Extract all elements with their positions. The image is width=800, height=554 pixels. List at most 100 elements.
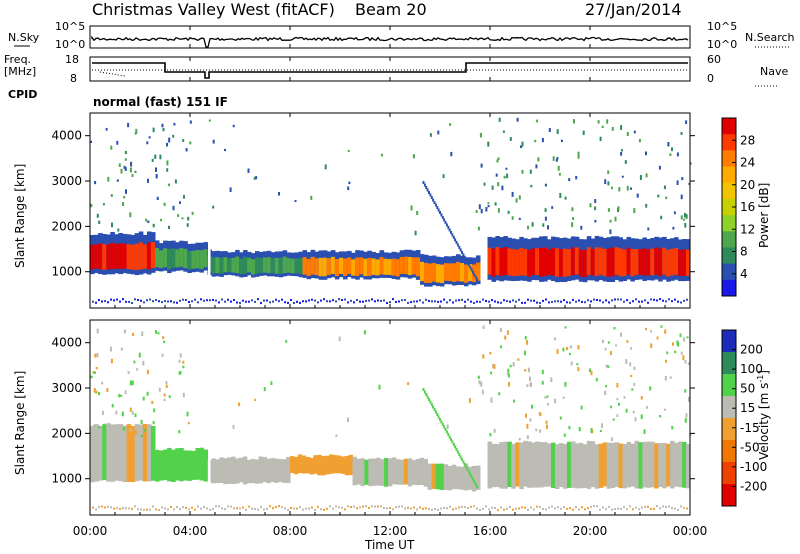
scatter-echo xyxy=(664,375,667,381)
near-range-echo xyxy=(563,506,565,508)
near-range-echo xyxy=(128,507,130,510)
near-range-echo xyxy=(290,299,292,301)
near-range-echo xyxy=(257,298,259,301)
meteor-streak xyxy=(429,193,432,197)
scatter-echo xyxy=(685,120,688,124)
scatter-echo xyxy=(541,381,544,385)
scatter-echo xyxy=(547,402,549,406)
near-range-echo xyxy=(641,506,643,509)
scatter-echo xyxy=(132,332,135,336)
scatter-echo xyxy=(118,394,121,398)
near-range-echo xyxy=(140,508,142,511)
velocity-band xyxy=(159,450,164,481)
colorbar-tick-label: 20 xyxy=(740,178,755,192)
scatter-echo xyxy=(130,161,133,167)
meteor-streak xyxy=(470,268,473,272)
near-range-echo xyxy=(110,506,112,509)
scatter-echo xyxy=(676,152,679,157)
velocity-band xyxy=(598,443,604,488)
velocity-band xyxy=(499,442,504,489)
power-band-core xyxy=(503,247,508,276)
velocity-band xyxy=(487,441,492,489)
scatter-echo xyxy=(618,187,621,192)
scatter-echo xyxy=(610,437,613,442)
velocity-band xyxy=(638,442,643,489)
near-range-echo xyxy=(587,299,589,302)
near-range-echo xyxy=(194,298,196,301)
near-range-echo xyxy=(116,507,118,510)
scatter-echo xyxy=(564,196,567,200)
near-range-echo xyxy=(488,508,490,511)
x-tick-label: 08:00 xyxy=(273,524,308,538)
velocity-band xyxy=(582,444,588,488)
near-range-echo xyxy=(584,301,586,304)
scatter-echo xyxy=(173,122,176,126)
beam-title: Beam 20 xyxy=(355,0,427,19)
power-band-core xyxy=(387,259,393,275)
near-range-echo xyxy=(230,505,232,508)
power-band-core xyxy=(670,248,675,276)
nave-label: Nave xyxy=(760,65,788,78)
near-range-echo xyxy=(251,507,253,510)
velocity-band xyxy=(531,442,536,488)
near-range-echo xyxy=(227,298,229,301)
velocity-band xyxy=(380,459,385,486)
scatter-echo xyxy=(535,164,538,169)
scatter-echo xyxy=(442,174,445,179)
near-range-echo xyxy=(176,301,178,304)
near-range-echo xyxy=(245,508,247,511)
velocity-band xyxy=(282,459,287,483)
near-range-echo xyxy=(605,508,607,511)
scatter-echo xyxy=(617,206,620,211)
nave-tick-low: 0 xyxy=(707,72,714,85)
power-band-core xyxy=(102,244,107,270)
scatter-echo xyxy=(163,202,166,206)
velocity-band xyxy=(662,442,667,489)
velocity-band xyxy=(199,447,204,481)
near-range-echo xyxy=(431,508,433,511)
scatter-echo xyxy=(121,411,124,417)
meteor-streak xyxy=(432,405,435,409)
meteor-streak xyxy=(450,230,452,234)
scatter-echo xyxy=(590,428,593,433)
near-range-echo xyxy=(365,300,367,302)
near-range-echo xyxy=(317,301,319,304)
near-range-echo xyxy=(434,300,436,303)
scatter-echo xyxy=(480,381,483,387)
scatter-echo xyxy=(539,429,542,433)
near-range-echo xyxy=(422,507,424,510)
scatter-echo xyxy=(497,157,500,161)
near-range-echo xyxy=(536,505,538,508)
near-range-echo xyxy=(545,508,547,511)
scatter-echo xyxy=(513,399,516,403)
scatter-echo xyxy=(489,351,492,355)
scatter-echo xyxy=(232,425,235,429)
freq-trace xyxy=(92,62,688,79)
scatter-echo xyxy=(545,184,547,187)
scatter-echo xyxy=(669,153,672,156)
power-y-axis: 1000 2000 3000 4000 xyxy=(51,129,695,279)
scatter-echo xyxy=(664,329,667,334)
velocity-band xyxy=(467,466,473,490)
scatter-echo xyxy=(683,337,686,342)
scatter-echo xyxy=(410,205,413,211)
power-band-core xyxy=(452,263,457,282)
scatter-echo xyxy=(558,172,561,176)
velocity-band xyxy=(293,456,299,475)
near-range-echo xyxy=(674,507,676,510)
x-tick-label: 04:00 xyxy=(173,524,208,538)
near-range-echo xyxy=(575,506,577,509)
velocity-band xyxy=(670,440,675,489)
scatter-echo xyxy=(478,380,481,385)
meteor-streak xyxy=(466,260,469,264)
meteor-streak xyxy=(434,203,437,207)
scatter-echo xyxy=(613,327,616,330)
power-band-core xyxy=(371,258,376,275)
power-band-core xyxy=(678,249,683,276)
near-range-echo xyxy=(560,507,562,510)
scatter-echo xyxy=(624,160,627,164)
near-range-echo xyxy=(572,298,574,301)
scatter-echo xyxy=(601,125,604,129)
power-band-core xyxy=(436,264,441,283)
scatter-echo xyxy=(684,213,686,218)
